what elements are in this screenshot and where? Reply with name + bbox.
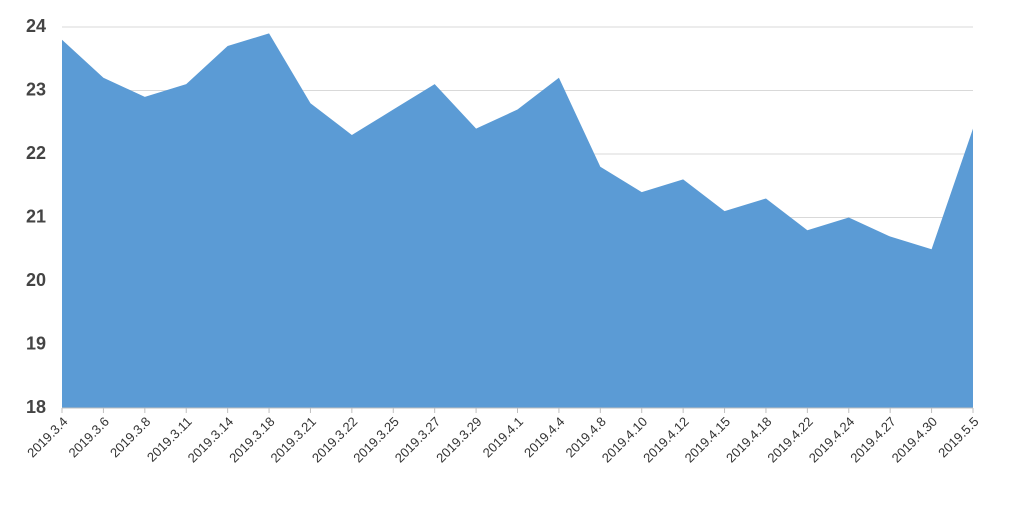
x-tick-label: 2019.4.4	[521, 414, 567, 460]
y-tick-label: 19	[26, 333, 46, 353]
x-tick-label: 2019.3.4	[24, 414, 70, 460]
x-tick-label: 2019.3.29	[433, 414, 485, 466]
y-tick-label: 18	[26, 397, 46, 417]
x-tick-label: 2019.4.30	[889, 414, 941, 466]
x-tick-label: 2019.4.1	[480, 414, 526, 460]
y-tick-label: 20	[26, 270, 46, 290]
y-tick-label: 23	[26, 79, 46, 99]
y-tick-label: 21	[26, 206, 46, 226]
area	[62, 33, 973, 408]
x-tick-label: 2019.3.6	[66, 414, 112, 460]
x-tick-label: 2019.5.5	[935, 414, 981, 460]
y-tick-label: 24	[26, 16, 46, 36]
y-tick-label: 22	[26, 143, 46, 163]
